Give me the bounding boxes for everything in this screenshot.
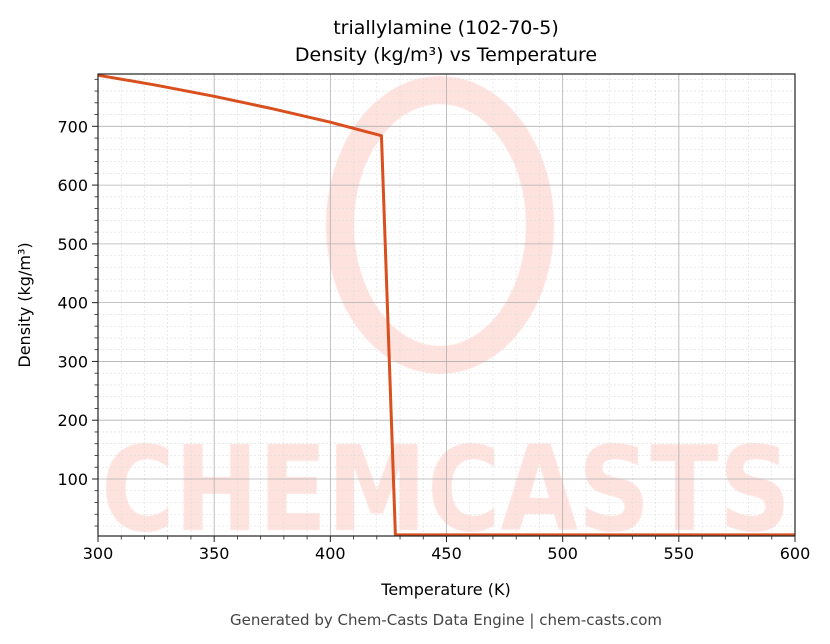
y-tick-label: 700 xyxy=(57,117,88,136)
chart-subtitle: Density (kg/m³) vs Temperature xyxy=(295,44,597,66)
x-tick-label: 600 xyxy=(780,544,811,563)
y-tick-label: 300 xyxy=(57,352,88,371)
x-tick-label: 550 xyxy=(664,544,695,563)
x-axis-label: Temperature (K) xyxy=(380,580,510,599)
density-line xyxy=(97,73,795,537)
y-axis-label: Density (kg/m³) xyxy=(15,242,34,367)
x-tick-label: 350 xyxy=(199,544,230,563)
y-tick-label: 400 xyxy=(57,294,88,313)
x-tick-label: 500 xyxy=(547,544,578,563)
x-tick-label: 450 xyxy=(431,544,462,563)
y-tick-label: 100 xyxy=(57,470,88,489)
footer-credit: Generated by Chem-Casts Data Engine | ch… xyxy=(230,611,662,629)
x-tick-label: 300 xyxy=(83,544,114,563)
y-tick-label: 600 xyxy=(57,176,88,195)
y-tick-label: 500 xyxy=(57,235,88,254)
y-tick-label: 200 xyxy=(57,411,88,430)
chart-title: triallylamine (102-70-5) xyxy=(333,17,559,39)
x-tick-label: 400 xyxy=(315,544,346,563)
